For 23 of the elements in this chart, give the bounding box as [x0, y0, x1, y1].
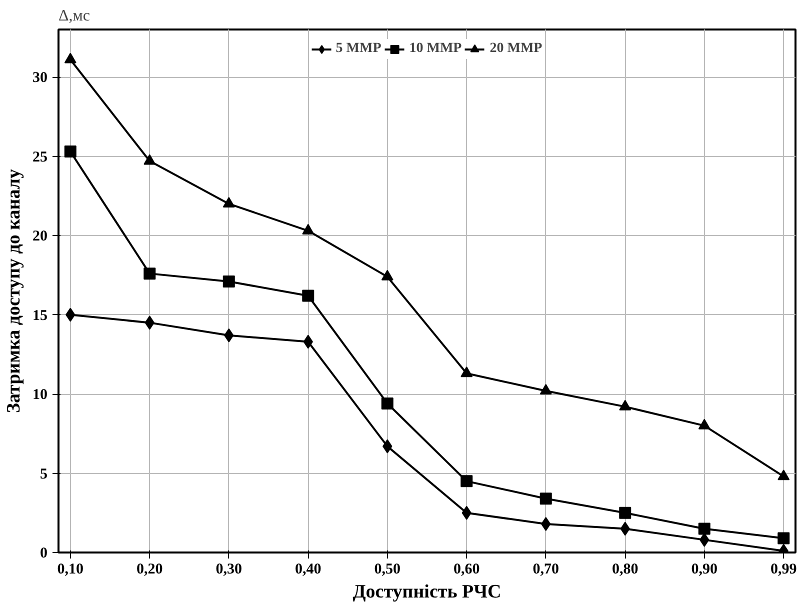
x-tick-label: 0,70 [532, 562, 559, 578]
x-tick-label: 0,60 [454, 562, 480, 578]
x-tick-label: 0,50 [374, 562, 400, 578]
y-tick-label: 20 [32, 228, 48, 245]
y-tick-label: 0 [40, 546, 48, 562]
legend-label: 20 MMP [490, 41, 542, 57]
y-tick-label: 5 [40, 466, 48, 482]
y-tick-label: 25 [32, 149, 48, 166]
legend-label: 10 MMP [409, 41, 462, 57]
x-tick-label: 0,90 [691, 562, 718, 578]
x-tick-label: 0,20 [136, 562, 163, 578]
x-axis-title: Доступність РЧС [352, 582, 502, 602]
x-tick-label: 0,99 [770, 562, 797, 578]
y-tick-label: 30 [32, 70, 48, 86]
y-tick-label: 15 [32, 308, 48, 324]
x-tick-label: 0,10 [57, 562, 84, 578]
x-tick-label: 0,30 [216, 562, 242, 578]
legend-label: 5 MMP [336, 41, 382, 57]
y-tick-label: 10 [32, 387, 48, 404]
x-tick-label: 0,80 [612, 562, 638, 578]
text: Δ,мс [58, 8, 90, 24]
y-axis-title: Затримка доступу до каналу [4, 168, 24, 414]
x-tick-label: 0,40 [295, 562, 322, 578]
